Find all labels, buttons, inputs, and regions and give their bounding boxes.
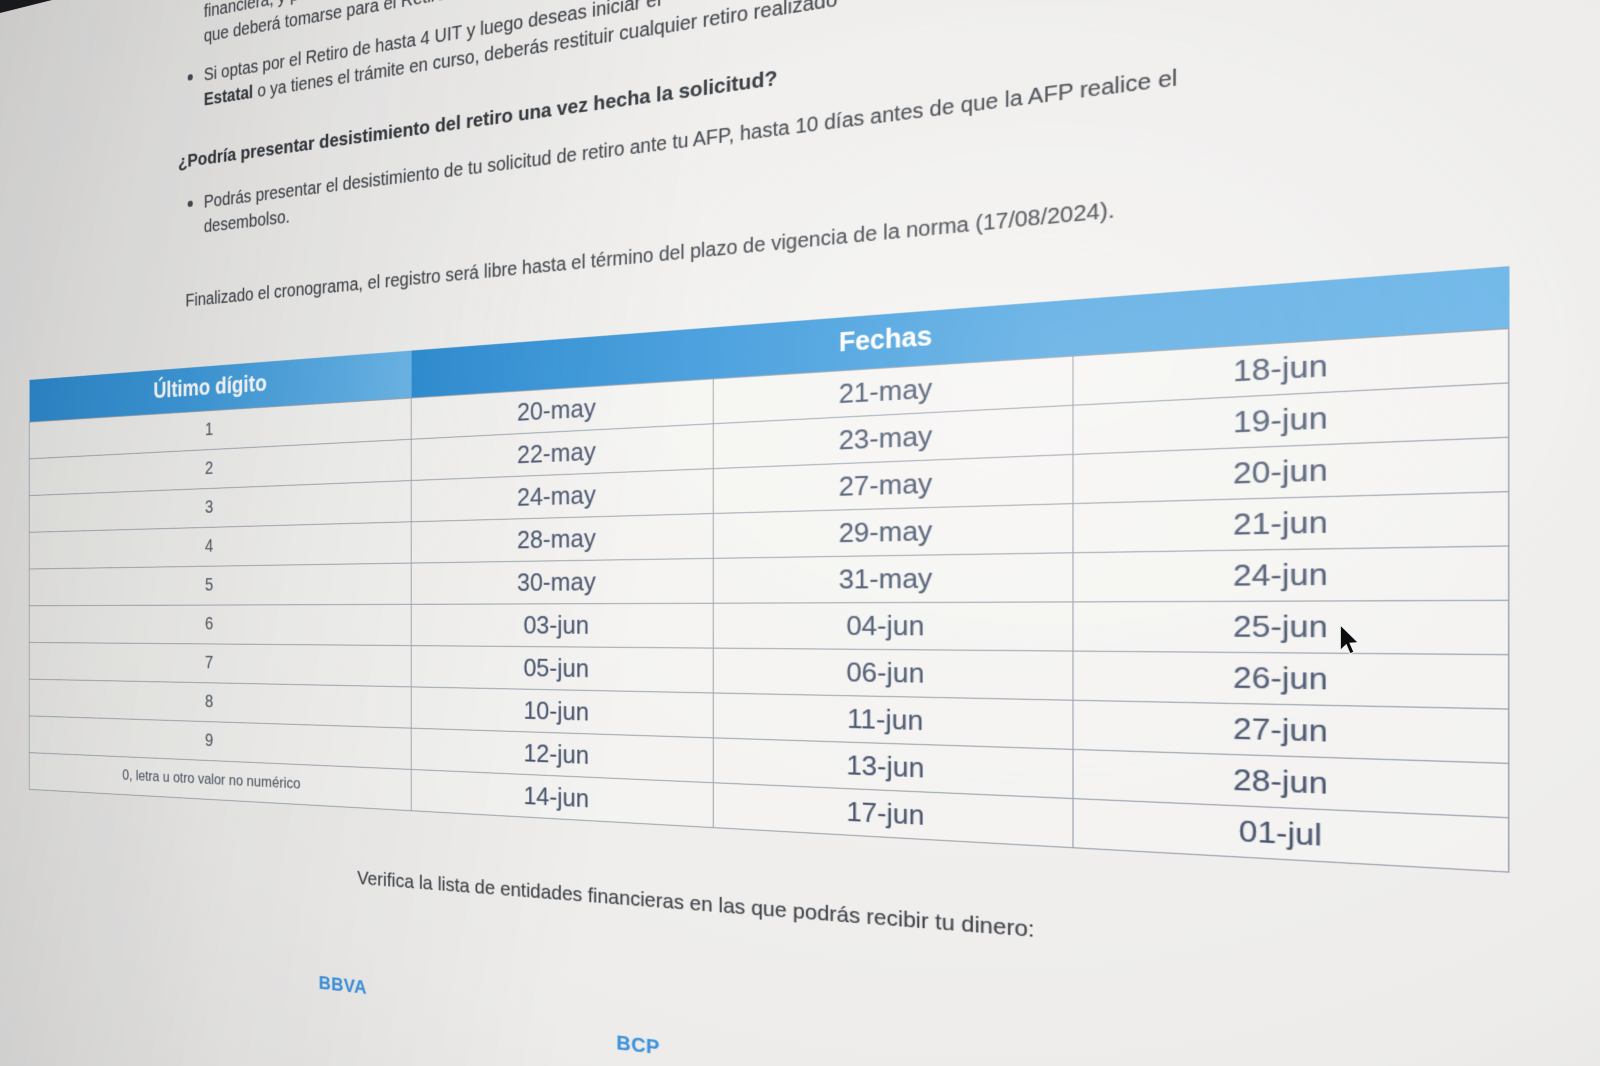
date-cell: 26-jun bbox=[1072, 650, 1509, 709]
bullet-icon bbox=[187, 73, 193, 81]
date-cell: 31-may bbox=[713, 552, 1073, 603]
bank-link-bbva[interactable]: BBVA bbox=[318, 971, 367, 999]
mouse-cursor-icon bbox=[1339, 625, 1360, 655]
webpage-content: financiera, y pre que deberá tomarse par… bbox=[29, 0, 1510, 1066]
digit-cell: 5 bbox=[29, 562, 412, 606]
cronograma-table: Último dígito Fechas 1 20-may 21-may 18-jun… bbox=[29, 266, 1510, 872]
estatal-bold: Estatal bbox=[203, 82, 254, 110]
table-body: 1 20-may 21-may 18-jun 2 22-may 23-may 19-jun 3 2… bbox=[29, 327, 1509, 872]
digit-cell: 6 bbox=[29, 603, 412, 646]
date-cell: 30-may bbox=[411, 557, 714, 604]
bank-link-bcp[interactable]: BCP bbox=[616, 1030, 660, 1059]
date-cell: 03-jun bbox=[411, 602, 714, 648]
date-cell: 06-jun bbox=[713, 647, 1073, 700]
monitor-bezel-corner bbox=[0, 0, 52, 13]
date-cell: 25-jun bbox=[1072, 599, 1509, 655]
date-cell: 04-jun bbox=[713, 601, 1073, 651]
date-cell: 24-jun bbox=[1072, 545, 1509, 602]
date-cell: 29-may bbox=[713, 503, 1073, 558]
verify-entities-text: Verifica la lista de entidades financier… bbox=[357, 866, 1035, 942]
bullet-icon bbox=[187, 200, 193, 208]
date-cell: 28-may bbox=[411, 512, 714, 563]
date-cell: 05-jun bbox=[411, 645, 714, 693]
